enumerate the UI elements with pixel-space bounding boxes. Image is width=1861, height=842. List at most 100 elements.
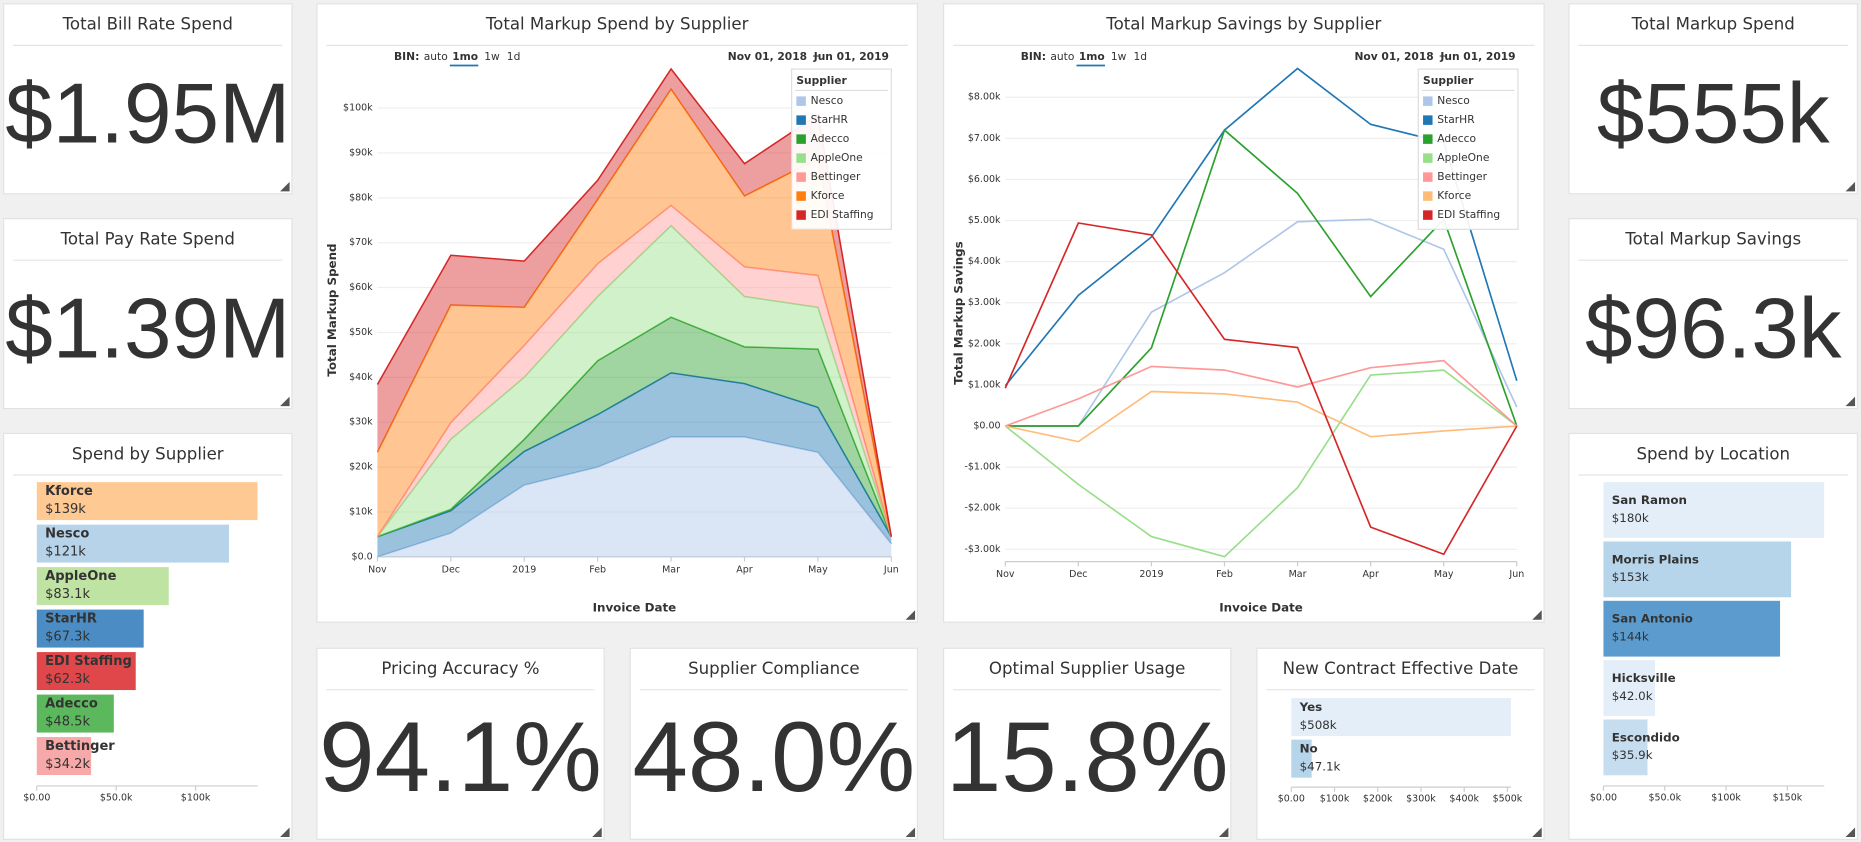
bar[interactable] — [36, 609, 144, 648]
y-axis-title: Total Markup Savings — [951, 241, 965, 384]
y-tick-label: $80k — [349, 192, 373, 203]
bar-value-label: $35.9k — [1612, 748, 1653, 762]
y-tick-label: $0.0 — [352, 551, 373, 562]
card-title: Pricing Accuracy % — [381, 659, 539, 678]
bar-value-label: $83.1k — [45, 587, 90, 602]
bar[interactable] — [36, 694, 114, 733]
bar-category: Kforce — [45, 484, 93, 499]
x-tick-label: May — [1434, 569, 1454, 580]
bin-option[interactable]: auto — [424, 50, 448, 63]
y-tick-label: $70k — [349, 237, 373, 248]
legend-swatch — [1423, 153, 1433, 163]
card-title: Total Pay Rate Spend — [60, 230, 235, 249]
area-fill — [377, 372, 892, 557]
legend-label[interactable]: EDI Staffing — [1437, 208, 1500, 221]
legend-label[interactable]: EDI Staffing — [811, 208, 874, 221]
y-tick-label: $7.00k — [968, 133, 1001, 144]
bar[interactable] — [36, 652, 136, 691]
y-tick-label: $90k — [349, 147, 373, 158]
legend-label[interactable]: Kforce — [1437, 189, 1471, 202]
legend-label[interactable]: Bettinger — [1437, 170, 1487, 183]
bar-value-label: $62.3k — [45, 672, 90, 687]
bar[interactable] — [1603, 541, 1792, 598]
legend-label[interactable]: Adecco — [811, 132, 850, 145]
legend-label[interactable]: AppleOne — [811, 151, 863, 164]
bar[interactable] — [36, 737, 92, 776]
x-axis-title: Invoice Date — [593, 600, 677, 614]
card — [629, 647, 919, 840]
bin-option[interactable]: auto — [1050, 50, 1074, 63]
y-tick-label: -$2.00k — [964, 503, 1001, 514]
resize-handle[interactable] — [905, 827, 916, 837]
resize-handle[interactable] — [1845, 827, 1856, 837]
bin-option[interactable]: 1mo — [452, 50, 478, 63]
y-tick-label: $10k — [349, 507, 373, 518]
legend-label[interactable]: StarHR — [1437, 113, 1475, 126]
bar-value-label: $47.1k — [1300, 759, 1341, 773]
area-line — [377, 436, 892, 558]
card-title: Total Markup Spend — [1631, 15, 1795, 34]
x-tick-label: May — [808, 564, 828, 575]
resize-handle[interactable] — [592, 827, 602, 837]
legend-label[interactable]: StarHR — [811, 113, 849, 126]
bar[interactable] — [36, 524, 229, 563]
legend-label[interactable]: Kforce — [811, 189, 845, 202]
bin-option[interactable]: 1mo — [1079, 50, 1105, 63]
bar-value-label: $139k — [45, 502, 86, 517]
bar-category: Adecco — [45, 697, 98, 712]
bin-option[interactable]: 1w — [484, 50, 500, 63]
legend-box — [791, 68, 892, 230]
y-tick-label: $100k — [343, 103, 373, 114]
x-tick-label: Nov — [368, 564, 387, 575]
bar[interactable] — [1603, 600, 1781, 657]
area-line — [377, 316, 893, 538]
bar[interactable] — [36, 482, 258, 521]
legend-label[interactable]: Nesco — [1437, 94, 1470, 107]
resize-handle[interactable] — [1845, 181, 1856, 192]
bin-option[interactable]: 1d — [1133, 50, 1147, 63]
y-tick-label: $1.00k — [968, 379, 1001, 390]
bar-category: Nesco — [45, 527, 89, 542]
series-line — [1004, 222, 1518, 556]
legend-title: Supplier — [1423, 74, 1474, 87]
y-tick-label: -$1.00k — [964, 462, 1001, 473]
bar-value-label: $48.5k — [45, 714, 90, 729]
series-line — [1005, 390, 1517, 443]
x-tick-label: Jun — [1508, 569, 1524, 580]
legend-label[interactable]: AppleOne — [1437, 151, 1489, 164]
bin-option[interactable]: 1d — [507, 50, 521, 63]
resize-handle[interactable] — [1218, 827, 1229, 837]
x-tick-label: $150k — [1773, 792, 1803, 803]
bar[interactable] — [36, 567, 169, 606]
bar[interactable] — [1291, 698, 1511, 737]
date-start: Nov 01, 2018 — [728, 50, 807, 63]
card-title: Total Markup Savings — [1624, 230, 1801, 249]
x-tick-label: 2019 — [1139, 569, 1163, 580]
kpi-value: $1.95M — [5, 67, 290, 162]
bin-option[interactable]: 1w — [1111, 50, 1127, 63]
bar[interactable] — [1603, 482, 1825, 538]
legend-swatch — [1423, 210, 1433, 220]
bar[interactable] — [1291, 739, 1312, 778]
card — [1568, 3, 1859, 195]
legend-label[interactable]: Adecco — [1437, 132, 1476, 145]
bar[interactable] — [1603, 660, 1655, 716]
x-tick-label: $100k — [181, 792, 211, 803]
legend-label[interactable]: Bettinger — [811, 170, 861, 183]
legend-swatch — [796, 96, 806, 106]
resize-handle[interactable] — [905, 610, 916, 620]
x-tick-label: 2019 — [512, 564, 536, 575]
bar-category: StarHR — [45, 612, 97, 627]
card — [316, 647, 605, 840]
legend-swatch — [796, 210, 806, 220]
bar-category: Yes — [1299, 700, 1323, 714]
kpi-value: $96.3k — [1585, 282, 1842, 377]
card-title: Spend by Location — [1636, 444, 1790, 463]
x-tick-label: $200k — [1363, 794, 1393, 805]
legend-swatch — [796, 191, 806, 201]
card-title: Spend by Supplier — [72, 444, 224, 463]
bar[interactable] — [1603, 719, 1648, 776]
x-tick-label: Dec — [442, 564, 460, 575]
legend-label[interactable]: Nesco — [811, 94, 844, 107]
